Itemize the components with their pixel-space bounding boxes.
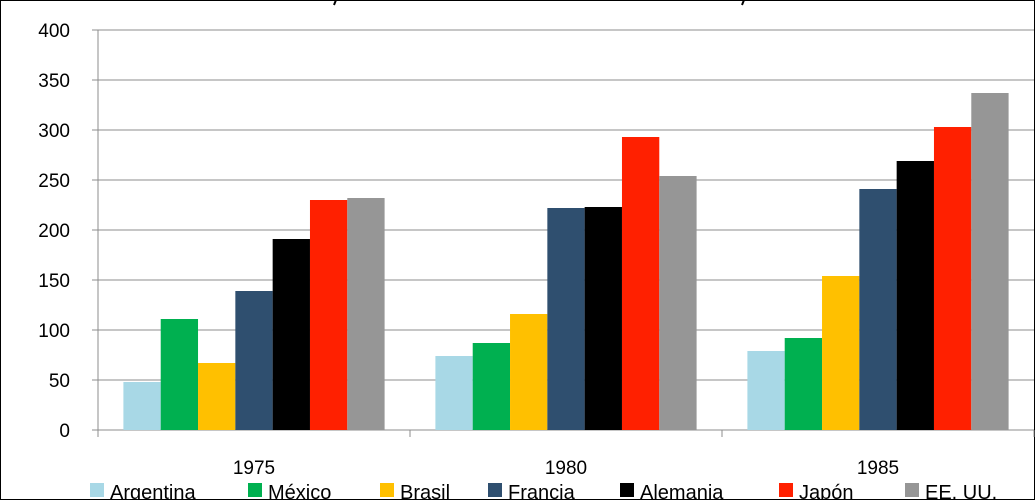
- bar-brasil-1975: [198, 363, 236, 430]
- legend: Argentina México Brasil Francia Alemania Japó…: [90, 482, 997, 500]
- bar-jap-n-1980: [621, 137, 660, 430]
- legend-label: Argentina: [110, 482, 196, 500]
- y-tick-label: 400: [38, 21, 70, 42]
- y-tick-label: 300: [38, 121, 70, 142]
- legend-item: Francia: [488, 482, 576, 500]
- bar-m-xico-1985: [784, 338, 823, 430]
- bar-francia-1985: [859, 189, 897, 430]
- legend-item: Brasil: [380, 482, 450, 500]
- y-tick-label: 350: [38, 71, 70, 92]
- legend-swatch: [779, 483, 793, 497]
- bar-brasil-1985: [822, 276, 860, 430]
- legend-swatch: [248, 483, 262, 497]
- bar-francia-1975: [235, 291, 273, 430]
- bar-ee-uu-1980: [659, 176, 697, 430]
- cropped-title-fragment: [333, 0, 337, 6]
- bar-jap-n-1975: [309, 200, 348, 430]
- legend-swatch: [620, 483, 634, 497]
- bar-m-xico-1980: [472, 343, 511, 430]
- legend-label: Brasil: [400, 482, 450, 500]
- legend-item: EE. UU.: [905, 482, 997, 500]
- bar-jap-n-1985: [933, 127, 972, 430]
- bar-argentina-1985: [747, 351, 785, 430]
- y-axis-tick-labels: 0 50 100 150 200 250 300 350 400: [38, 21, 70, 442]
- legend-item: Alemania: [620, 482, 724, 500]
- legend-swatch: [905, 483, 919, 497]
- legend-item: Japón: [779, 482, 854, 500]
- legend-swatch: [488, 483, 502, 497]
- legend-swatch: [90, 483, 104, 497]
- y-tick-label: 250: [38, 171, 70, 192]
- bar-m-xico-1975: [160, 319, 199, 430]
- legend-swatch: [380, 483, 394, 497]
- cropped-title-fragment: [741, 0, 745, 6]
- y-tick-label: 50: [49, 371, 70, 392]
- y-tick-label: 0: [59, 421, 70, 442]
- x-axis-tick-labels: 1975 1980 1985: [233, 458, 899, 479]
- bar-argentina-1980: [435, 356, 473, 430]
- bar-argentina-1975: [123, 382, 161, 430]
- legend-label: Japón: [799, 482, 854, 500]
- legend-item: México: [248, 482, 331, 500]
- x-tick-label: 1980: [545, 458, 587, 479]
- legend-label: Francia: [508, 482, 576, 500]
- y-tick-label: 200: [38, 221, 70, 242]
- legend-label: México: [268, 482, 331, 500]
- y-tick-label: 100: [38, 321, 70, 342]
- bar-francia-1980: [547, 208, 585, 430]
- bar-brasil-1980: [510, 314, 548, 430]
- bar-alemania-1985: [896, 161, 934, 430]
- y-tick-label: 150: [38, 271, 70, 292]
- bar-alemania-1975: [272, 239, 310, 430]
- bar-alemania-1980: [584, 207, 622, 430]
- legend-item: Argentina: [90, 482, 196, 500]
- legend-label: Alemania: [640, 482, 724, 500]
- x-tick-label: 1985: [857, 458, 899, 479]
- bar-ee-uu-1985: [971, 93, 1009, 430]
- x-tick-label: 1975: [233, 458, 275, 479]
- legend-label: EE. UU.: [925, 482, 997, 500]
- bars: [123, 93, 1009, 430]
- bar-ee-uu-1975: [347, 198, 385, 430]
